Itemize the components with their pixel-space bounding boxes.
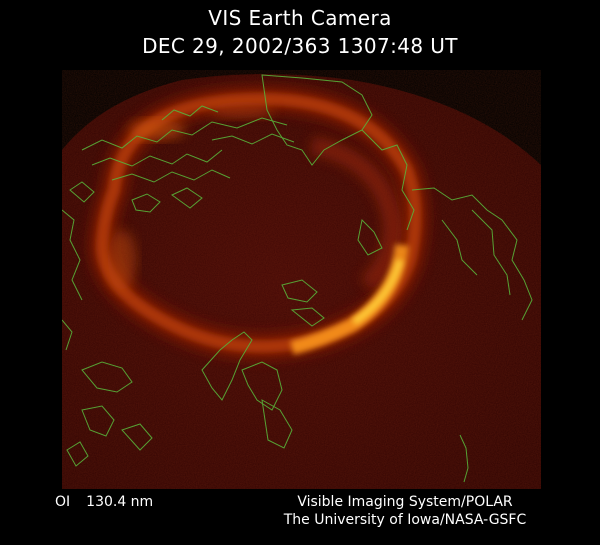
header: VIS Earth Camera DEC 29, 2002/363 1307:4… bbox=[0, 4, 600, 60]
credit-line-2: The University of Iowa/NASA-GSFC bbox=[283, 512, 527, 528]
aurora-svg bbox=[62, 70, 541, 489]
credit-block: Visible Imaging System/POLAR The Univers… bbox=[245, 493, 565, 529]
image-title: VIS Earth Camera bbox=[208, 6, 392, 30]
image-timestamp: DEC 29, 2002/363 1307:48 UT bbox=[142, 34, 458, 58]
earth-camera-image bbox=[62, 70, 541, 489]
wavelength-value: 130.4 nm bbox=[86, 494, 154, 510]
wavelength-label: OI 130.4 nm bbox=[55, 493, 153, 511]
coastlines bbox=[62, 74, 533, 483]
wavelength-name: OI bbox=[55, 494, 71, 510]
auroral-oval bbox=[88, 85, 429, 360]
credit-line-1: Visible Imaging System/POLAR bbox=[297, 494, 513, 510]
